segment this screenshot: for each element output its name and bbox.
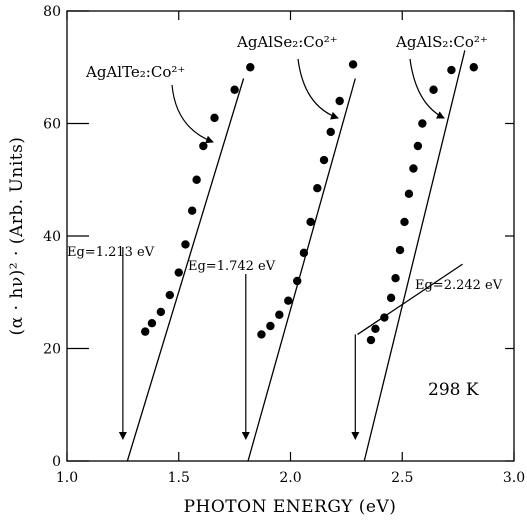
y-tick-label: 0 [52,454,61,470]
data-point [284,296,293,305]
x-axis-label: PHOTON ENERGY (eV) [184,497,397,517]
y-tick-label: 40 [43,229,61,245]
data-point [404,189,414,199]
data-point [293,276,302,286]
data-point [447,65,456,75]
data-point [230,85,239,94]
data-point [299,248,309,258]
y-tick-label: 20 [43,342,61,358]
data-point [371,324,380,334]
data-point [469,63,478,72]
gap-label: Eg=1.742 eV [188,259,276,274]
series-label: AgAlTe₂:Co²⁺ [85,63,185,81]
data-point [319,155,329,165]
x-tick-label: 2.5 [391,470,413,486]
baseline-line [357,263,463,335]
data-point [386,293,396,303]
y-tick-label: 60 [43,117,61,133]
data-point [306,217,315,227]
data-point [409,164,418,173]
data-point [156,307,166,317]
x-tick-label: 3.0 [503,470,525,486]
y-tick-label: 80 [43,4,61,20]
x-tick-label: 1.0 [56,470,78,486]
series-label: AgAlSe₂:Co²⁺ [236,33,338,51]
data-point [266,321,275,331]
data-point [380,313,389,322]
fit-line [247,78,356,462]
data-point [348,60,358,69]
data-point [418,119,427,128]
axis-ticks [66,10,515,462]
y-axis-label: (α · hν)² · (Arb. Units) [7,137,27,336]
series-arrow [297,58,339,120]
fit-line [126,78,245,462]
data-point [246,63,255,72]
data-point [187,206,197,215]
data-point [275,310,284,319]
gap-label: Eg=2.242 eV [415,278,503,293]
data-point [257,330,266,339]
data-point [313,183,322,193]
data-point [181,240,190,249]
series-arrow [171,84,214,144]
fit-line [363,50,466,462]
data-point [366,335,376,345]
data-point [165,290,175,300]
data-points [141,60,478,345]
temperature-label: 298 K [428,380,479,400]
data-point [174,268,183,277]
x-tick-label: 1.5 [168,470,190,486]
series-label: AgAlS₂:Co²⁺ [395,33,488,51]
data-point [429,85,438,94]
data-point [335,96,344,106]
series-arrow [409,58,445,119]
gap-label: Eg=1.213 eV [67,245,155,260]
data-point [413,141,423,151]
data-point [326,127,335,137]
data-point [400,217,409,227]
data-point [395,245,405,255]
data-point [210,113,219,123]
fit-lines [126,50,466,462]
data-point [141,327,150,336]
x-tick-label: 2.0 [279,470,301,486]
data-point [199,141,208,151]
data-point [147,318,157,328]
annotations: AgAlTe₂:Co²⁺ Eg=1.213 eV AgAlSe₂:Co²⁺ Eg=1.… [67,33,503,440]
tick-labels: 1.0 1.5 2.0 2.5 3.0 0 20 40 60 80 [43,4,525,486]
data-point [391,273,400,283]
data-point [192,175,201,184]
